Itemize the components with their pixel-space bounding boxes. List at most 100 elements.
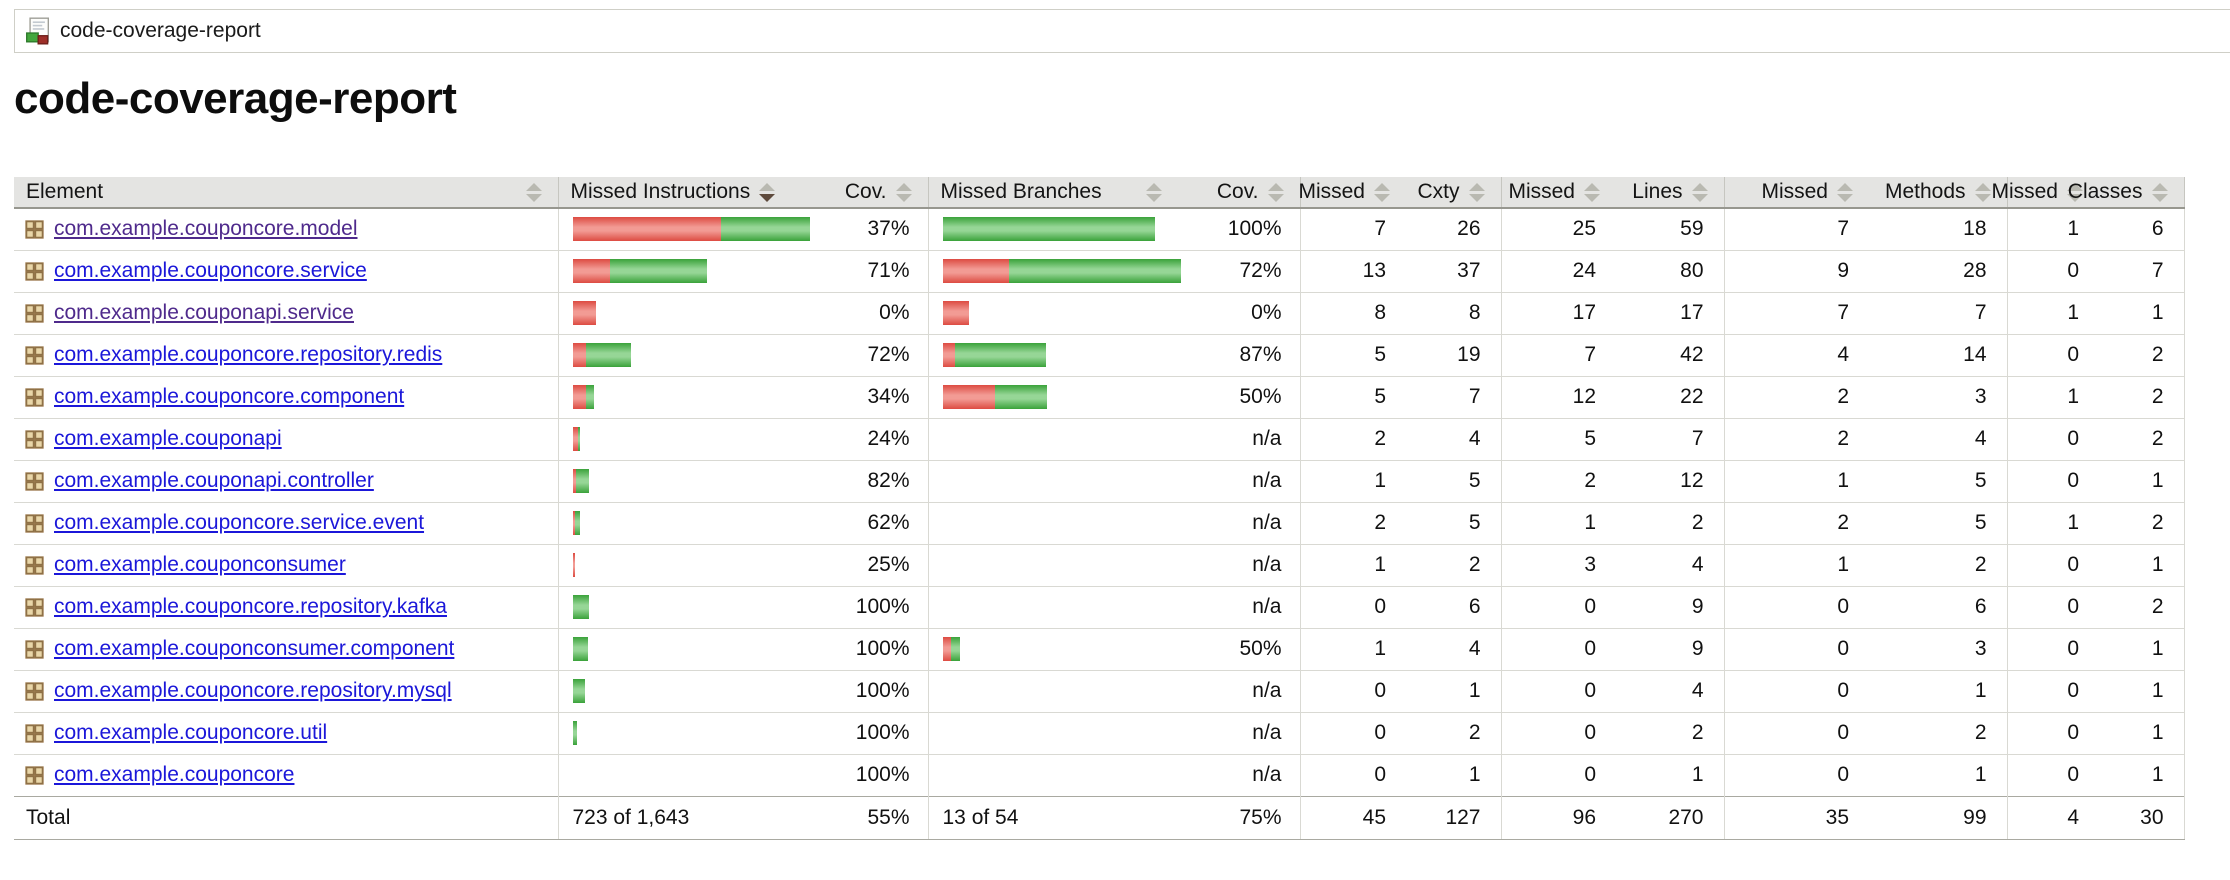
breadcrumb-label: code-coverage-report [60, 19, 261, 42]
cxty-value: 4 [1406, 627, 1501, 670]
missed-lines-value: 5 [1500, 417, 1616, 460]
package-icon [24, 597, 45, 618]
missed-cxty-value: 0 [1299, 753, 1406, 796]
branches-coverage-bar [942, 217, 1155, 242]
cxty-value: 1 [1406, 669, 1501, 712]
column-header-cov-[interactable]: Cov. [812, 177, 928, 209]
column-header-missed[interactable]: Missed [1298, 177, 1406, 209]
instructions-coverage-bar [572, 427, 580, 452]
methods-value: 3 [1869, 375, 2007, 418]
missed-lines-value: 25 [1500, 208, 1616, 250]
breadcrumb: code-coverage-report [14, 9, 2230, 53]
package-link[interactable]: com.example.couponconsumer [54, 553, 346, 576]
column-header-cxty[interactable]: Cxty [1406, 177, 1501, 209]
branches-bar-cell [927, 375, 1178, 418]
column-header-classes[interactable]: Classes [2068, 177, 2185, 209]
branch-coverage-value: 87% [1178, 333, 1300, 376]
package-link[interactable]: com.example.couponcore.service [54, 259, 367, 282]
missed-lines-value: 0 [1500, 711, 1616, 754]
classes-value: 1 [2099, 627, 2185, 670]
missed-methods-value: 2 [1723, 501, 1869, 544]
sort-icon [525, 182, 542, 202]
column-header-missed[interactable]: Missed [1723, 177, 1869, 209]
package-link[interactable]: com.example.couponcore.model [54, 217, 358, 241]
package-link[interactable]: com.example.couponcore.service.event [54, 511, 425, 534]
lines-value: 80 [1616, 249, 1724, 292]
package-icon [24, 681, 45, 702]
total-lines: 270 [1616, 795, 1724, 840]
instruction-coverage-value: 72% [812, 333, 928, 376]
instructions-bar-cell [557, 333, 812, 376]
missed-cxty-value: 1 [1299, 459, 1406, 502]
instructions-coverage-bar [572, 637, 588, 662]
missed-methods-value: 9 [1723, 249, 1869, 292]
column-header-methods[interactable]: Methods [1869, 177, 2007, 209]
package-icon [24, 429, 45, 450]
missed-cxty-value: 5 [1299, 375, 1406, 418]
package-link[interactable]: com.example.couponapi [54, 427, 282, 450]
methods-value: 2 [1869, 543, 2007, 586]
branch-coverage-value: 50% [1178, 375, 1300, 418]
methods-value: 14 [1869, 333, 2007, 376]
lines-value: 2 [1616, 711, 1724, 754]
column-header-missed-instructions[interactable]: Missed Instructions [557, 177, 812, 209]
missed-classes-value: 0 [2006, 585, 2099, 628]
column-label: Missed Branches [940, 180, 1102, 203]
package-link[interactable]: com.example.couponconsumer.component [54, 637, 455, 660]
table-row: com.example.couponcore.repository.kafka … [14, 585, 2185, 628]
package-link[interactable]: com.example.couponcore [54, 763, 295, 786]
column-header-cov-[interactable]: Cov. [1178, 177, 1300, 209]
column-header-lines[interactable]: Lines [1616, 177, 1724, 209]
classes-value: 1 [2099, 711, 2185, 754]
report-icon [24, 16, 51, 46]
column-header-missed-branches[interactable]: Missed Branches [927, 177, 1178, 209]
package-icon [24, 387, 45, 408]
table-header: Element Missed Instructions Cov. Missed Bra… [14, 177, 2185, 209]
package-link[interactable]: com.example.couponcore.repository.kafka [54, 595, 447, 618]
branches-bar-cell [927, 711, 1178, 754]
missed-classes-value: 0 [2006, 543, 2099, 586]
sort-icon [1584, 182, 1600, 202]
package-link[interactable]: com.example.couponapi.controller [54, 469, 374, 492]
package-link[interactable]: com.example.couponcore.component [54, 385, 405, 408]
branches-coverage-bar [942, 259, 1181, 284]
missed-classes-value: 1 [2006, 291, 2099, 334]
cxty-value: 1 [1406, 753, 1501, 796]
instruction-coverage-value: 71% [812, 249, 928, 292]
column-header-missed[interactable]: Missed [1991, 177, 2099, 209]
column-header-missed[interactable]: Missed [1500, 177, 1616, 209]
cxty-value: 37 [1406, 249, 1501, 292]
column-label: Lines [1632, 180, 1683, 203]
missed-lines-value: 0 [1500, 627, 1616, 670]
column-label: Missed [1991, 180, 2058, 203]
package-link[interactable]: com.example.couponcore.repository.redis [54, 343, 443, 366]
column-label: Missed [1508, 180, 1575, 203]
column-label: Missed [1298, 180, 1365, 203]
column-header-element[interactable]: Element [14, 177, 558, 209]
instruction-coverage-value: 100% [812, 753, 928, 796]
missed-classes-value: 0 [2006, 669, 2099, 712]
missed-lines-value: 17 [1500, 291, 1616, 334]
table-footer: Total 723 of 1,643 55% 13 of 54 75% 45 1… [14, 795, 2185, 840]
sort-icon [895, 182, 912, 202]
total-cxty: 127 [1406, 795, 1501, 840]
table-row: com.example.couponcore.repository.redis … [14, 333, 2185, 376]
missed-lines-value: 24 [1500, 249, 1616, 292]
missed-classes-value: 0 [2006, 249, 2099, 292]
package-link[interactable]: com.example.couponapi.service [54, 301, 354, 324]
methods-value: 3 [1869, 627, 2007, 670]
missed-lines-value: 1 [1500, 501, 1616, 544]
instruction-coverage-value: 25% [812, 543, 928, 586]
branches-coverage-bar [942, 343, 1046, 368]
package-icon [24, 219, 45, 240]
instruction-coverage-value: 100% [812, 669, 928, 712]
instruction-coverage-value: 24% [812, 417, 928, 460]
missed-cxty-value: 0 [1299, 585, 1406, 628]
package-link[interactable]: com.example.couponcore.repository.mysql [54, 679, 452, 702]
package-icon [24, 261, 45, 282]
package-link[interactable]: com.example.couponcore.util [54, 721, 328, 744]
table-row: com.example.couponcore 100% n/a 0 1 0 1 … [14, 753, 2185, 796]
sort-icon [759, 182, 776, 202]
missed-methods-value: 7 [1723, 291, 1869, 334]
missed-methods-value: 2 [1723, 417, 1869, 460]
